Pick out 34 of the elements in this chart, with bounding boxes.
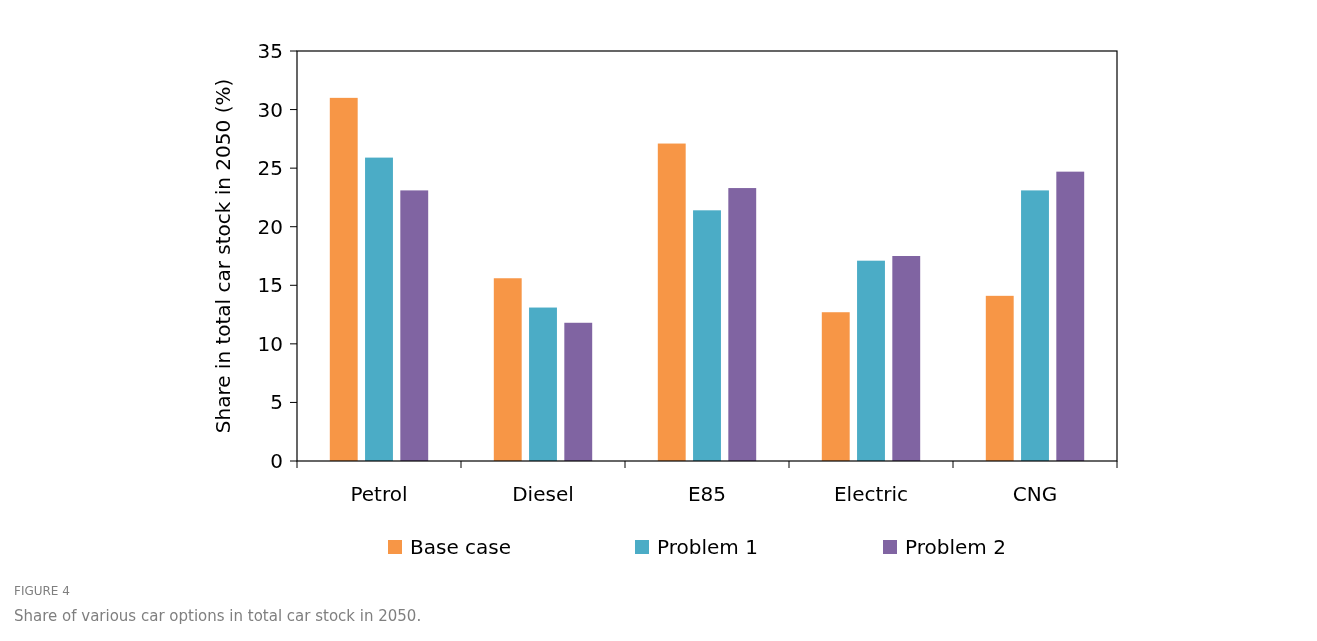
y-tick-label: 15 [257, 273, 283, 298]
bar [400, 190, 429, 461]
y-tick-label: 30 [257, 97, 283, 122]
bar [564, 322, 593, 461]
legend-label: Problem 2 [905, 535, 1006, 559]
y-tick-label: 20 [257, 214, 283, 239]
y-tick-label: 10 [257, 331, 283, 356]
x-tick-label: CNG [1012, 482, 1058, 506]
bar [693, 210, 721, 461]
x-tick-label: Diesel [512, 482, 574, 506]
y-tick-label: 5 [270, 390, 283, 415]
bar [728, 188, 757, 461]
y-axis-title: Share in total car stock in 2050 (%) [211, 78, 235, 434]
y-tick-label: 35 [257, 39, 283, 63]
caption: FIGURE 4 [14, 584, 70, 598]
text: Share of various car options in total car stock in 2050. [14, 607, 422, 625]
bar [657, 143, 686, 461]
bar [857, 260, 885, 461]
legend-label: Base case [410, 535, 512, 559]
x-tick-label: Electric [833, 482, 909, 506]
y-tick-label: 0 [270, 449, 283, 473]
bar [1021, 190, 1049, 461]
bar [493, 278, 522, 461]
bar [529, 307, 557, 461]
legend-label: Problem 1 [657, 535, 758, 559]
bar [329, 97, 358, 461]
x-tick-label: E85 [687, 482, 727, 506]
bar [985, 295, 1014, 461]
bar [365, 157, 393, 461]
y-tick-label: 25 [257, 156, 283, 181]
bar [821, 312, 850, 461]
bar [1056, 171, 1085, 461]
x-tick-label: Petrol [350, 482, 408, 506]
bar [892, 256, 921, 461]
